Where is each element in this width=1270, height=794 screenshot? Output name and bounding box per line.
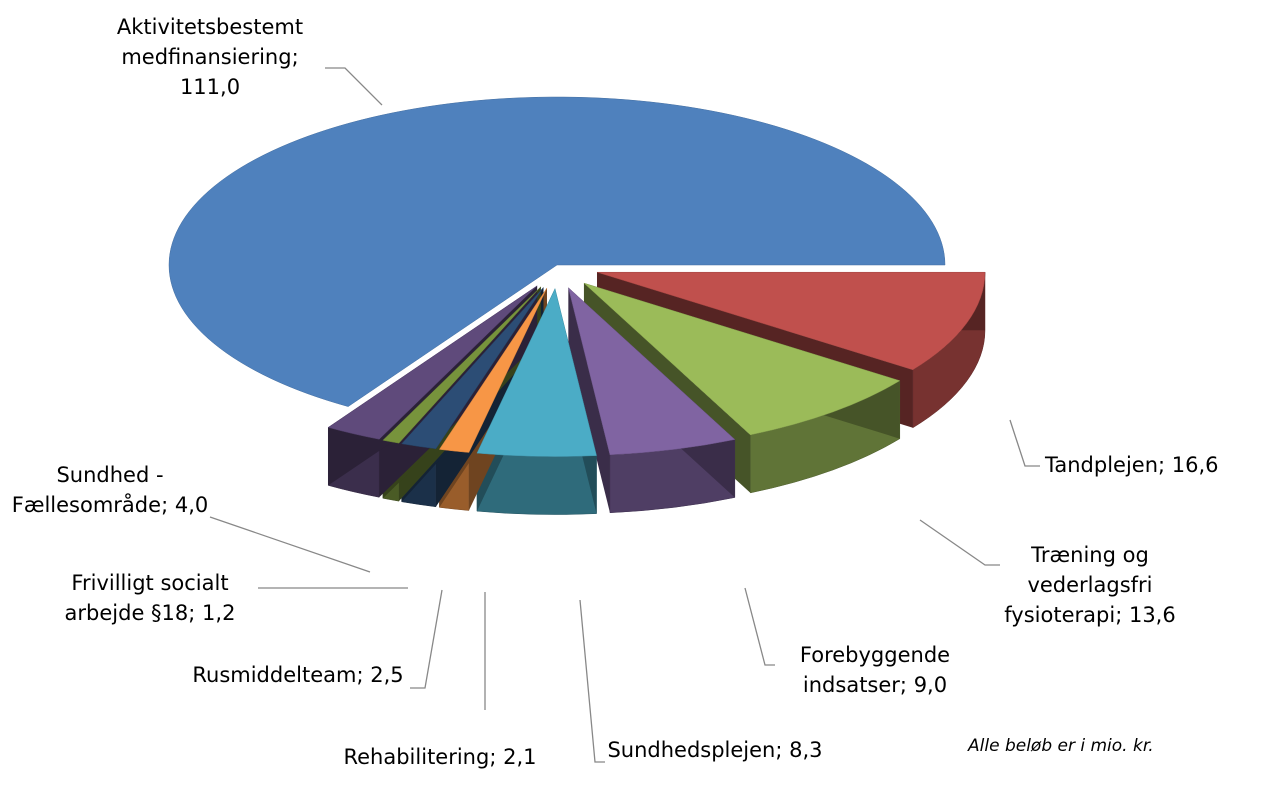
leader-line — [209, 516, 371, 573]
label-category: Træning og vederlagsfri fysioterapi — [1004, 543, 1153, 627]
data-label: Frivilligt socialt arbejde §18; 1,2 — [30, 568, 270, 628]
data-label: Sundhedsplejen; 8,3 — [595, 735, 835, 765]
data-label: Forebyggende indsatser; 9,0 — [765, 640, 985, 700]
pie-slice — [382, 286, 541, 444]
label-separator: ; — [1115, 603, 1129, 627]
leader-line — [744, 587, 775, 666]
leader-line — [919, 519, 1000, 566]
label-category: Rehabilitering — [343, 745, 490, 769]
label-category: Aktivitetsbestemt medfinansiering — [116, 15, 304, 69]
data-label: Tandplejen; 16,6 — [1045, 450, 1265, 480]
label-separator: ; — [489, 745, 504, 769]
label-value: 2,1 — [503, 745, 537, 769]
label-separator: ; — [775, 738, 790, 762]
pie-slice — [438, 287, 548, 453]
label-value: 111,0 — [179, 75, 241, 99]
pie-slice — [596, 271, 986, 371]
note: Alle beløb er i mio. kr. — [968, 736, 1154, 756]
label-value: 2,5 — [370, 663, 404, 687]
label-category: Sundhedsplejen — [607, 738, 776, 762]
leader-line — [325, 67, 383, 106]
leader-line — [579, 599, 605, 763]
data-label: Rusmiddelteam; 2,5 — [178, 660, 418, 690]
label-category: Rusmiddelteam — [192, 663, 357, 687]
leader-line — [1009, 419, 1040, 467]
label-separator: ; — [188, 601, 203, 625]
leader-line — [410, 589, 443, 689]
label-category: Tandplejen — [1045, 453, 1159, 477]
label-value: 1,2 — [202, 601, 236, 625]
label-value: 13,6 — [1128, 603, 1176, 627]
data-label: Sundhed - Fællesområde; 4,0 — [10, 460, 210, 520]
pie-slice — [476, 287, 597, 457]
label-value: 8,3 — [789, 738, 823, 762]
data-label: Aktivitetsbestemt medfinansiering; 111,0 — [90, 12, 330, 102]
pie-slice — [567, 287, 736, 456]
data-label: Rehabilitering; 2,1 — [290, 742, 590, 772]
data-label: Træning og vederlagsfri fysioterapi; 13,… — [990, 540, 1190, 630]
label-separator: ; — [356, 663, 371, 687]
label-value: 9,0 — [913, 673, 948, 697]
label-value: 16,6 — [1171, 453, 1219, 477]
pie-slice — [401, 287, 544, 450]
label-separator: ; — [1158, 453, 1172, 477]
slice-face — [568, 287, 610, 513]
pie-slice — [168, 96, 946, 407]
pie-slice — [583, 282, 901, 436]
label-separator: ; — [291, 45, 306, 69]
label-category: Frivilligt socialt arbejde §18 — [64, 571, 229, 625]
label-separator: ; — [899, 673, 914, 697]
label-category: Sundhed - Fællesområde — [11, 463, 164, 517]
label-separator: ; — [161, 493, 175, 517]
label-category: Forebyggende indsatser — [799, 643, 951, 697]
label-value: 4,0 — [174, 493, 209, 517]
pie-slice — [327, 285, 538, 440]
